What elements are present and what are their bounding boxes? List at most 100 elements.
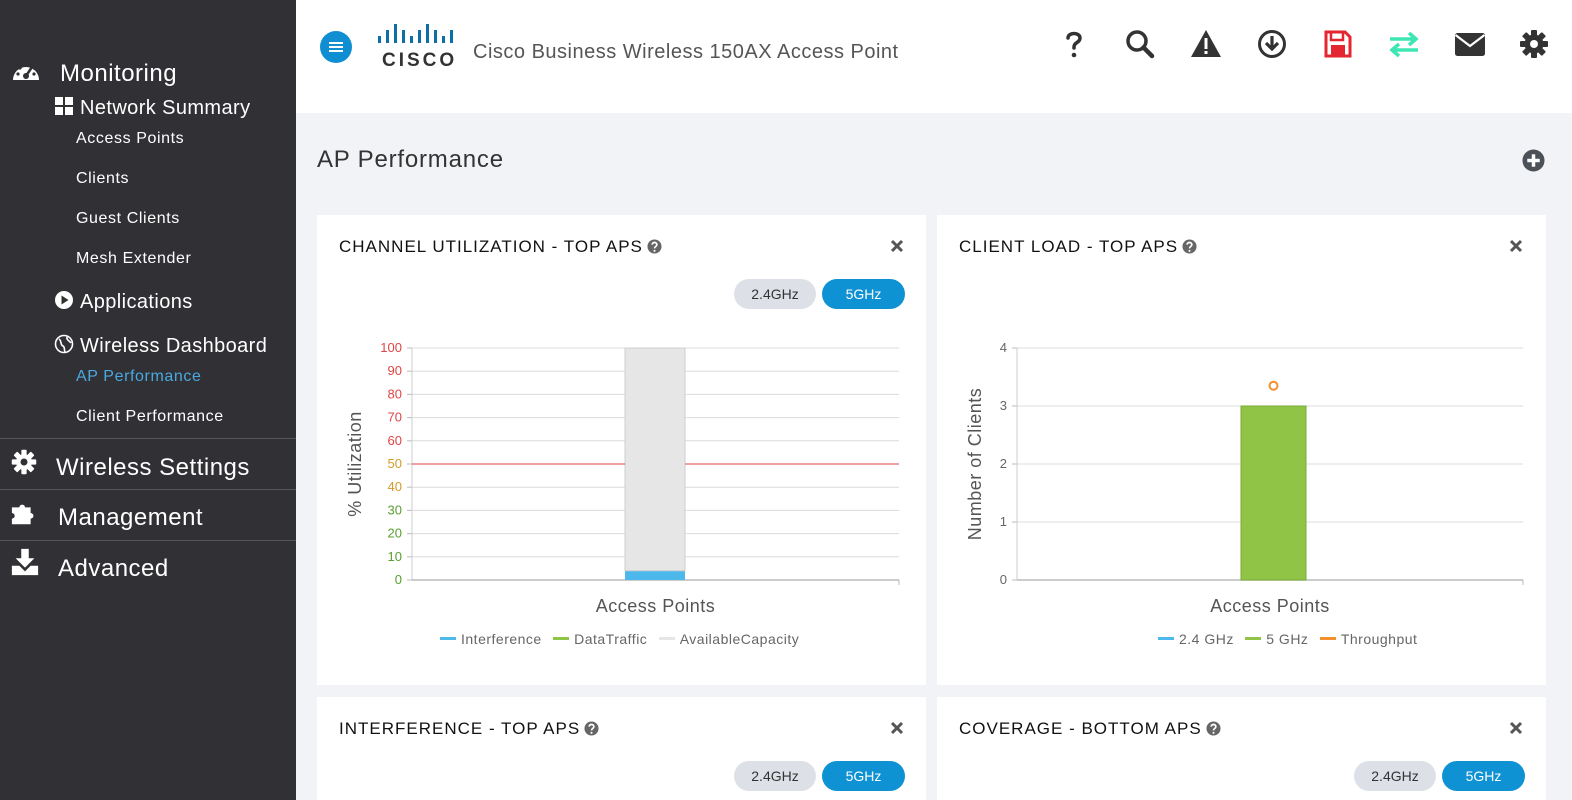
client-load-card: CLIENT LOAD - TOP APS 0 1 2 3 4 Access Points… <box>937 215 1546 685</box>
close-icon[interactable] <box>890 239 904 253</box>
app-title: Cisco Business Wireless 150AX Access Poi… <box>473 41 899 63</box>
bar-interference <box>625 570 685 580</box>
search-icon[interactable] <box>1124 28 1156 60</box>
card-title: INTERFERENCE - TOP APS <box>339 719 599 739</box>
page-title: AP Performance <box>317 146 504 173</box>
cisco-logo: CISCO <box>378 24 457 68</box>
card-title: CLIENT LOAD - TOP APS <box>959 237 1197 257</box>
y-tick-label: 50 <box>388 456 402 471</box>
y-tick-label: 10 <box>388 549 402 564</box>
close-icon[interactable] <box>890 721 904 735</box>
y-tick-label: 30 <box>388 502 402 517</box>
alert-icon[interactable] <box>1190 28 1222 60</box>
y-axis-label: Number of Clients <box>965 388 985 541</box>
y-tick-label: 3 <box>1000 398 1007 413</box>
help-circle-icon[interactable] <box>1182 239 1197 254</box>
nav-applications-label: Applications <box>80 291 193 313</box>
y-tick-label: 90 <box>388 363 402 378</box>
nav-monitoring-label: Monitoring <box>60 60 178 87</box>
nav-client-performance[interactable]: Client Performance <box>76 408 224 425</box>
x-axis-label: Access Points <box>1210 596 1330 616</box>
nav-ap-performance[interactable]: AP Performance <box>76 368 202 385</box>
legend-item: Throughput <box>1319 631 1418 647</box>
card-title-text: CLIENT LOAD - TOP APS <box>959 237 1179 256</box>
help-icon[interactable] <box>1058 28 1090 60</box>
menu-toggle-button[interactable] <box>320 31 352 63</box>
grid-icon <box>55 97 73 115</box>
y-tick-label: 4 <box>1000 340 1007 355</box>
band-2-4ghz-button[interactable]: 2.4GHz <box>734 761 816 791</box>
download-tray-icon <box>11 548 39 576</box>
help-circle-icon[interactable] <box>584 721 599 736</box>
band-5ghz-button[interactable]: 5GHz <box>1442 761 1525 791</box>
legend-item: 5 GHz <box>1245 631 1308 647</box>
legend-item: 2.4 GHz <box>1158 631 1234 647</box>
band-5ghz-button[interactable]: 5GHz <box>822 761 905 791</box>
band-2-4ghz-button[interactable]: 2.4GHz <box>1354 761 1436 791</box>
nav-guest-clients[interactable]: Guest Clients <box>76 210 180 227</box>
help-circle-icon[interactable] <box>1206 721 1221 736</box>
legend-item: Interference <box>440 631 542 647</box>
mail-icon[interactable] <box>1454 28 1486 60</box>
chart-legend: 2.4 GHz 5 GHz Throughput <box>1158 631 1424 647</box>
chart-legend: Interference DataTraffic AvailableCapaci… <box>440 631 806 647</box>
band-2-4ghz-button[interactable]: 2.4GHz <box>734 279 816 309</box>
bar-availablecapacity <box>624 347 686 572</box>
nav-clients[interactable]: Clients <box>76 170 130 187</box>
y-tick-label: 1 <box>1000 514 1007 529</box>
top-header: CISCO Cisco Business Wireless 150AX Acce… <box>296 0 1572 113</box>
nav-wireless-dashboard-label: Wireless Dashboard <box>80 335 268 357</box>
card-title-text: CHANNEL UTILIZATION - TOP APS <box>339 237 643 256</box>
settings-icon[interactable] <box>1518 28 1550 60</box>
band-5ghz-button[interactable]: 5GHz <box>822 279 905 309</box>
sidebar: Monitoring Network Summary Access Points… <box>0 0 296 800</box>
nav-mesh-extender[interactable]: Mesh Extender <box>76 250 192 267</box>
nav-applications[interactable]: Applications <box>54 290 193 314</box>
dashboard-gauge-icon <box>13 63 39 80</box>
add-widget-icon[interactable] <box>1522 149 1545 172</box>
gear-icon <box>11 449 37 475</box>
channel-utilization-card: CHANNEL UTILIZATION - TOP APS 2.4GHz 5GH… <box>317 215 926 685</box>
card-title: CHANNEL UTILIZATION - TOP APS <box>339 237 662 257</box>
cisco-logo-text: CISCO <box>382 50 457 68</box>
channel-utilization-chart: 0 10 20 30 40 50 60 70 80 90 100 Access Points % Uti… <box>345 340 900 616</box>
y-tick-label: 2 <box>1000 456 1007 471</box>
nav-network-summary-label: Network Summary <box>80 97 251 119</box>
y-tick-label: 60 <box>388 433 402 448</box>
nav-wireless-settings-label: Wireless Settings <box>56 454 250 481</box>
y-tick-label: 0 <box>1000 572 1007 587</box>
legend-item: AvailableCapacity <box>658 631 800 647</box>
globe-icon <box>54 334 74 354</box>
y-tick-label: 80 <box>388 386 402 401</box>
download-icon[interactable] <box>1256 28 1288 60</box>
x-axis-label: Access Points <box>596 596 716 616</box>
close-icon[interactable] <box>1509 721 1523 735</box>
sidebar-divider <box>0 489 296 490</box>
throughput-point <box>1268 380 1279 391</box>
nav-network-summary[interactable]: Network Summary <box>54 96 250 120</box>
nav-access-points[interactable]: Access Points <box>76 130 185 147</box>
nav-wireless-dashboard[interactable]: Wireless Dashboard <box>54 334 267 358</box>
sidebar-divider <box>0 540 296 541</box>
y-tick-label: 20 <box>388 526 402 541</box>
puzzle-icon <box>11 504 34 525</box>
nav-advanced-label: Advanced <box>58 555 169 582</box>
coverage-card: COVERAGE - BOTTOM APS 2.4GHz 5GHz <box>937 697 1546 800</box>
card-title-text: INTERFERENCE - TOP APS <box>339 719 581 738</box>
play-circle-icon <box>55 291 73 309</box>
y-tick-label: 70 <box>388 410 402 425</box>
help-circle-icon[interactable] <box>647 239 662 254</box>
client-load-chart: 0 1 2 3 4 Access Points Number of Clients <box>965 340 1524 616</box>
close-icon[interactable] <box>1509 239 1523 253</box>
save-icon[interactable] <box>1322 28 1354 60</box>
y-tick-label: 40 <box>388 479 402 494</box>
bar-5ghz <box>1240 405 1307 581</box>
y-tick-label: 0 <box>395 572 402 587</box>
card-title-text: COVERAGE - BOTTOM APS <box>959 719 1202 738</box>
nav-management-label: Management <box>58 504 204 531</box>
transfer-icon[interactable] <box>1388 28 1420 60</box>
y-axis-label: % Utilization <box>345 411 365 517</box>
interference-card: INTERFERENCE - TOP APS 2.4GHz 5GHz <box>317 697 926 800</box>
sidebar-divider <box>0 438 296 439</box>
y-tick-label: 100 <box>380 340 402 355</box>
